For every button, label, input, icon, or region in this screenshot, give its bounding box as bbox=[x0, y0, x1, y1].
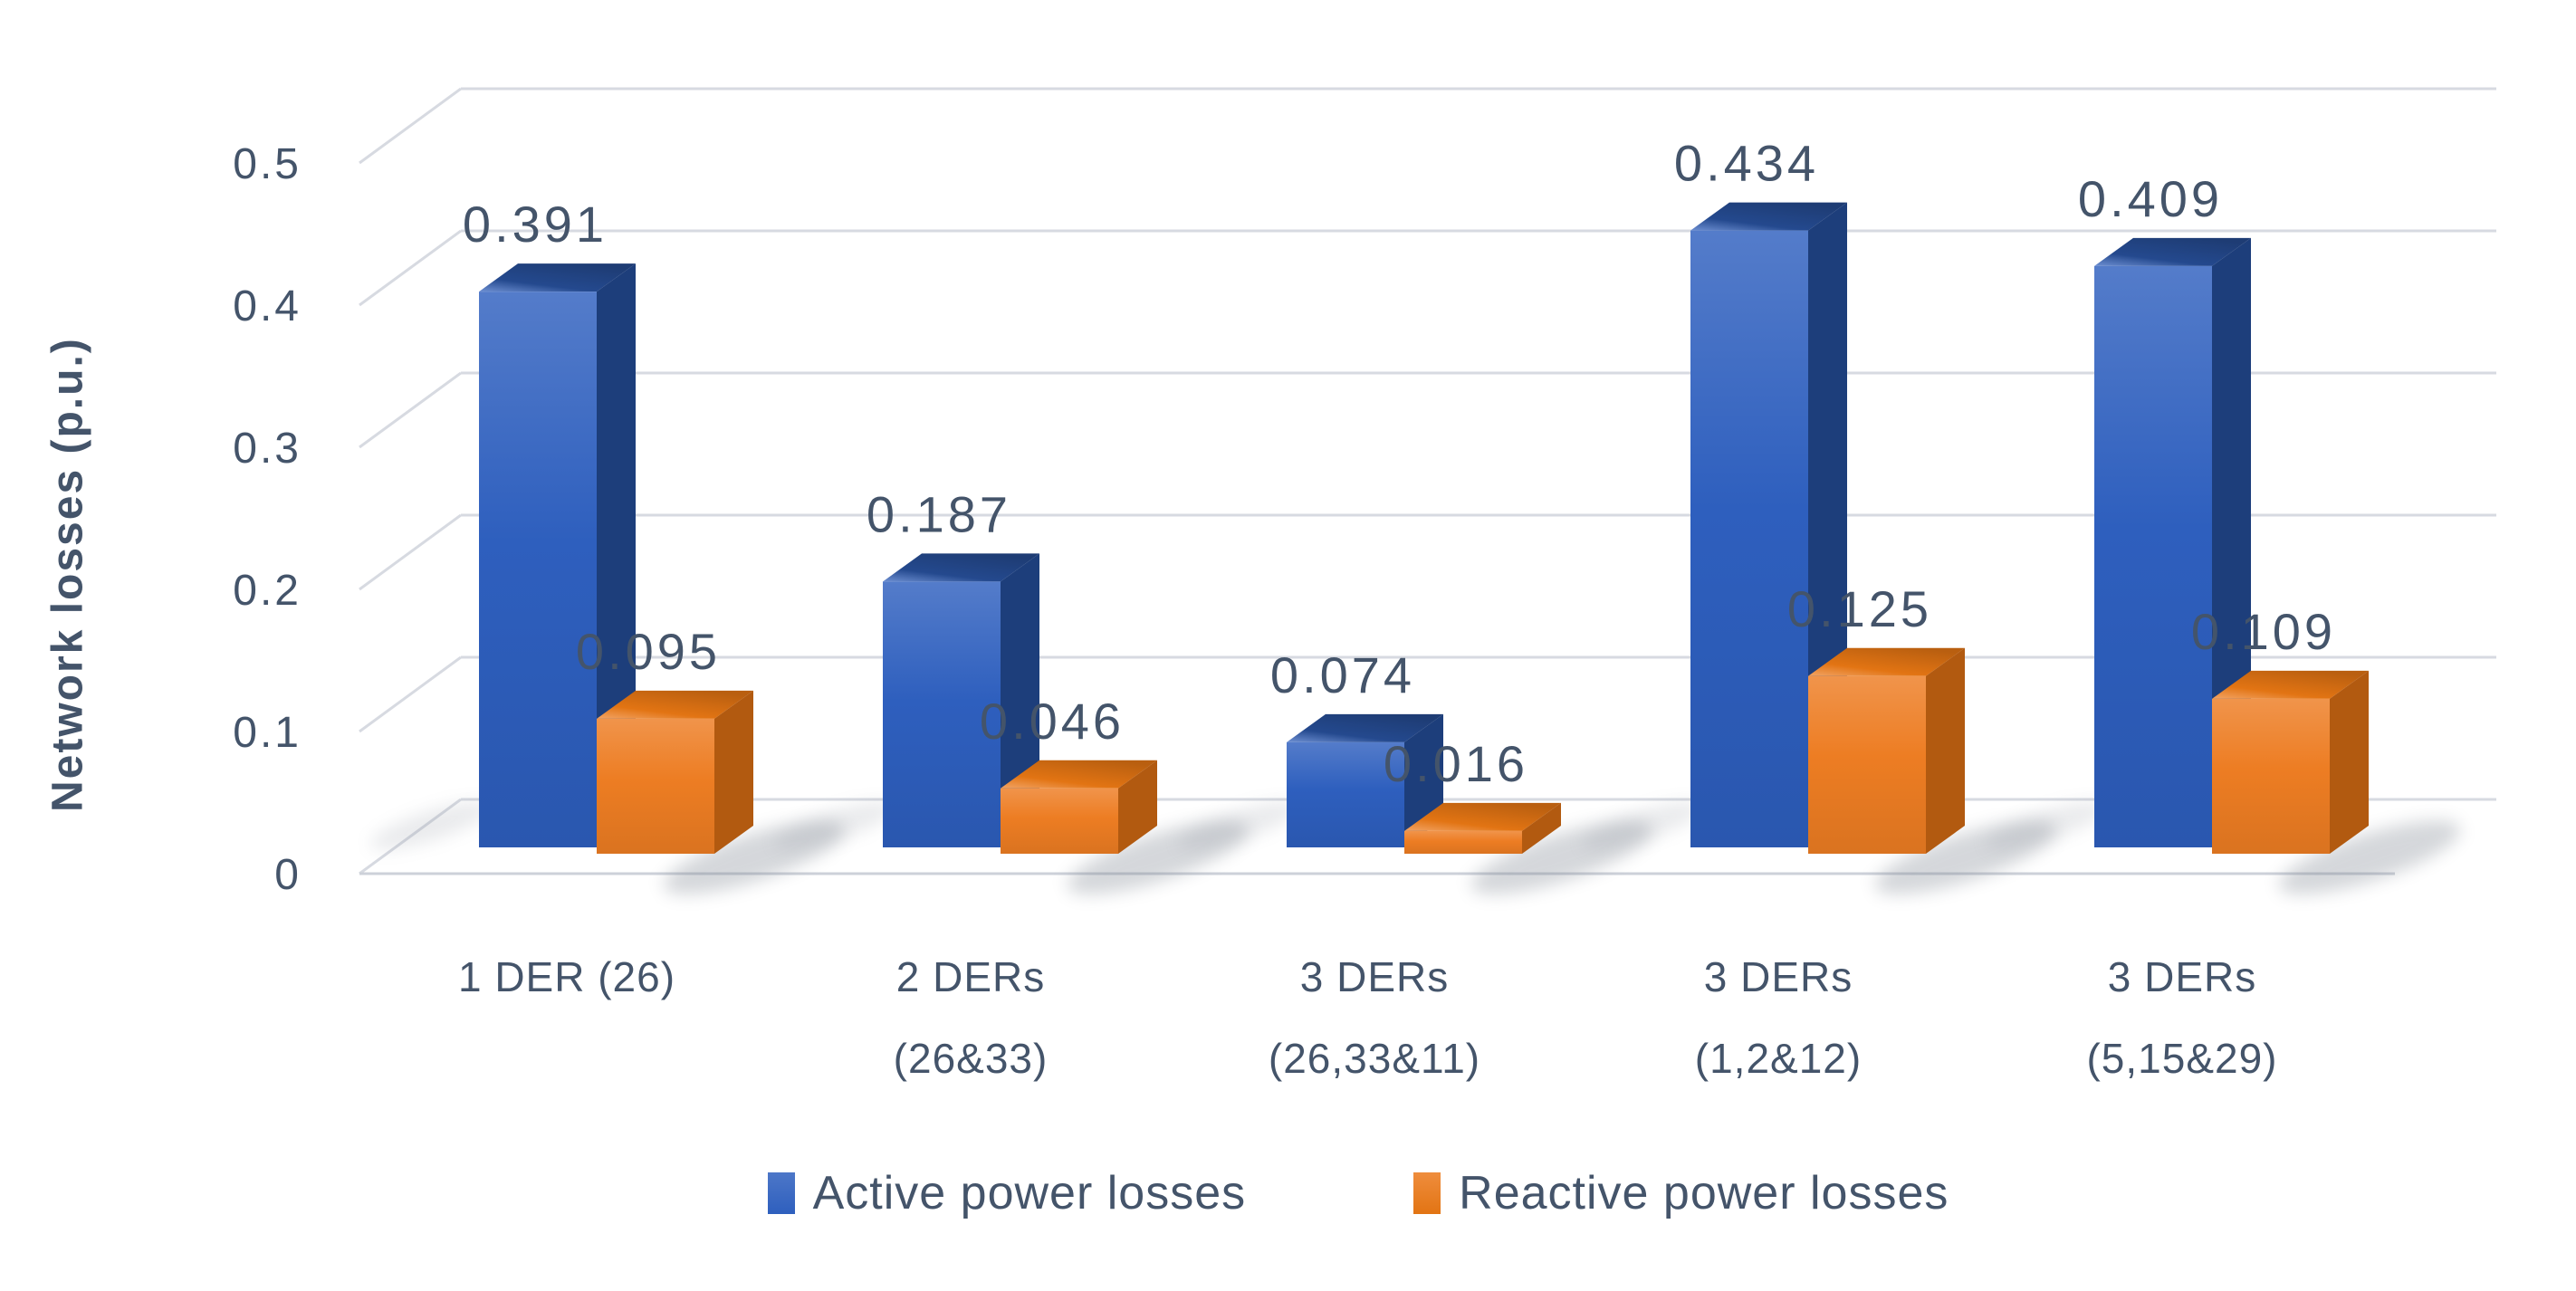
bar-reactive-side bbox=[1118, 760, 1157, 854]
bar-reactive-top bbox=[1404, 802, 1561, 831]
category-label: 2 DERs bbox=[896, 953, 1045, 1000]
bar-reactive-front bbox=[1808, 675, 1926, 854]
bar-active-front bbox=[1287, 741, 1404, 847]
data-label: 0.109 bbox=[2191, 603, 2336, 660]
bar-shadow bbox=[1582, 801, 1703, 850]
legend-label-reactive: Reactive power losses bbox=[1459, 1167, 1949, 1219]
grid-diagonal bbox=[359, 371, 462, 449]
category-label: (5,15&29) bbox=[2086, 1035, 2277, 1082]
category-label: 1 DER (26) bbox=[458, 953, 675, 1000]
data-label: 0.125 bbox=[1787, 580, 1932, 637]
legend-item-active: Active power losses bbox=[767, 1166, 1247, 1220]
bar-reactive-front bbox=[1404, 830, 1522, 854]
legend: Active power losses Reactive power losse… bbox=[272, 1166, 2445, 1220]
legend-swatch-active bbox=[767, 1172, 795, 1214]
category-label: 3 DERs bbox=[1704, 953, 1853, 1000]
grid-diagonal bbox=[359, 87, 462, 165]
category-label: (26&33) bbox=[894, 1035, 1049, 1082]
bar-active-front bbox=[883, 581, 1001, 847]
y-tick-label: 0.2 bbox=[233, 567, 302, 615]
data-label: 0.074 bbox=[1270, 646, 1415, 703]
bar-active-front bbox=[2094, 265, 2212, 847]
data-label: 0.391 bbox=[463, 196, 608, 253]
data-label: 0.095 bbox=[576, 623, 721, 680]
bar-active-top bbox=[1690, 202, 1847, 231]
y-tick-label: 0.4 bbox=[233, 282, 302, 330]
category-label: 3 DERs bbox=[1300, 953, 1449, 1000]
y-tick-label: 0.5 bbox=[233, 140, 302, 188]
bar-shadow bbox=[1986, 801, 2107, 850]
category-label: (26,33&11) bbox=[1269, 1035, 1480, 1082]
y-tick-label: 0.3 bbox=[233, 425, 302, 473]
bar-reactive-side bbox=[714, 690, 753, 854]
bar-reactive-front bbox=[597, 718, 714, 854]
y-tick-label: 0 bbox=[274, 851, 302, 899]
bar-active-top bbox=[2094, 237, 2251, 266]
category-label: (1,2&12) bbox=[1695, 1035, 1862, 1082]
bar-shadow bbox=[1178, 801, 1299, 850]
bar-reactive-side bbox=[2330, 670, 2369, 854]
category-label: 3 DERs bbox=[2108, 953, 2256, 1000]
bar-active-top bbox=[883, 553, 1039, 582]
grid-diagonal bbox=[359, 513, 462, 591]
grid-diagonal bbox=[359, 229, 462, 307]
grid-diagonal bbox=[359, 655, 462, 733]
bar-reactive-front bbox=[1001, 788, 1118, 854]
bar-active-front bbox=[479, 292, 597, 847]
data-label: 0.016 bbox=[1384, 735, 1528, 792]
bar-active-top bbox=[479, 263, 636, 292]
data-label: 0.409 bbox=[2078, 170, 2223, 227]
data-label: 0.046 bbox=[980, 693, 1125, 750]
legend-item-reactive: Reactive power losses bbox=[1413, 1166, 1949, 1220]
bar-reactive-top bbox=[1808, 647, 1965, 676]
data-label: 0.434 bbox=[1674, 135, 1819, 192]
bar-reactive-top bbox=[597, 690, 753, 719]
bar-reactive-side bbox=[1522, 802, 1561, 854]
bar-reactive-side bbox=[1926, 647, 1965, 854]
bar-active-top bbox=[1287, 713, 1443, 742]
data-label: 0.187 bbox=[867, 485, 1011, 542]
bar-reactive-top bbox=[1001, 760, 1157, 789]
bar-shadow bbox=[370, 801, 492, 850]
y-tick-label: 0.1 bbox=[233, 709, 302, 757]
legend-label-active: Active power losses bbox=[812, 1167, 1247, 1219]
bar-shadow bbox=[774, 801, 895, 850]
bar-active-front bbox=[1690, 230, 1808, 847]
legend-swatch-reactive bbox=[1413, 1172, 1441, 1214]
bar-reactive-top bbox=[2212, 670, 2369, 699]
bar-shadow bbox=[2278, 820, 2461, 894]
bar-reactive-front bbox=[2212, 698, 2330, 854]
